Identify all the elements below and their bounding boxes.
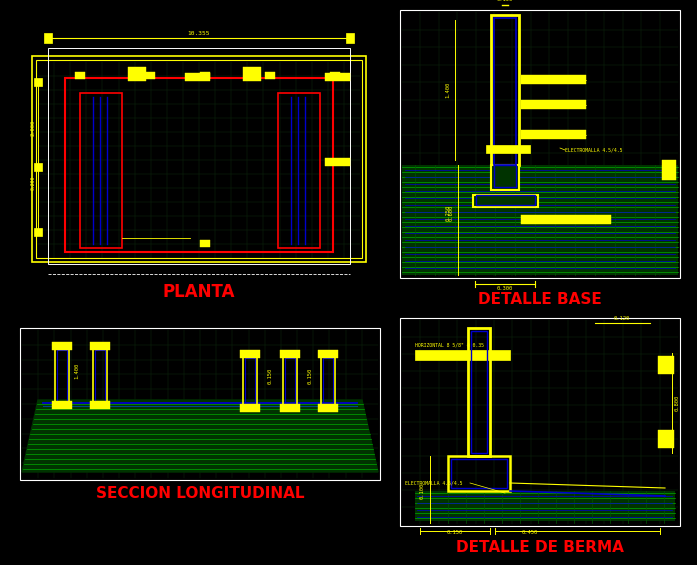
- Bar: [80, 93, 122, 248]
- Bar: [521, 100, 586, 109]
- Bar: [280, 404, 300, 412]
- Bar: [200, 240, 210, 247]
- Bar: [44, 33, 52, 43]
- Bar: [65, 78, 333, 252]
- Bar: [658, 430, 674, 448]
- Bar: [36, 60, 362, 258]
- Bar: [400, 10, 680, 278]
- Bar: [57, 350, 67, 403]
- Bar: [75, 72, 85, 79]
- Bar: [662, 160, 676, 180]
- Bar: [521, 75, 586, 84]
- Bar: [330, 72, 340, 79]
- Text: 1.400: 1.400: [445, 82, 450, 98]
- Bar: [200, 72, 210, 79]
- Bar: [95, 350, 105, 403]
- Bar: [278, 93, 320, 248]
- Text: 0.150: 0.150: [307, 368, 312, 384]
- Text: 0.100: 0.100: [420, 483, 425, 499]
- Text: DETALLE BASE: DETALLE BASE: [478, 292, 602, 307]
- Text: 0.150: 0.150: [497, 0, 513, 2]
- Bar: [283, 356, 297, 408]
- Bar: [34, 228, 42, 236]
- Bar: [318, 350, 338, 358]
- Polygon shape: [22, 400, 378, 472]
- Text: HORIZONTAL 8 5/8" @ 0.35: HORIZONTAL 8 5/8" @ 0.35: [415, 342, 484, 347]
- Bar: [448, 456, 510, 491]
- Text: 0.800: 0.800: [675, 395, 680, 411]
- Bar: [521, 215, 611, 224]
- Bar: [323, 358, 333, 406]
- Text: PLANTA: PLANTA: [163, 283, 236, 301]
- Bar: [240, 404, 260, 412]
- Text: 0.450: 0.450: [522, 530, 538, 535]
- Bar: [34, 78, 42, 86]
- Bar: [521, 130, 586, 139]
- Bar: [245, 358, 255, 406]
- Text: 1.400: 1.400: [75, 363, 79, 379]
- Text: DETALLE DE BERMA: DETALLE DE BERMA: [456, 540, 624, 555]
- Text: 0.600: 0.600: [448, 205, 454, 221]
- Bar: [52, 342, 72, 350]
- Bar: [90, 401, 110, 409]
- Bar: [90, 342, 110, 350]
- Bar: [415, 491, 675, 521]
- Bar: [243, 67, 261, 81]
- Bar: [20, 328, 380, 480]
- Bar: [400, 318, 680, 526]
- Bar: [93, 348, 107, 405]
- Bar: [491, 165, 519, 190]
- Bar: [318, 404, 338, 412]
- Bar: [265, 72, 275, 79]
- Text: SECCION LONGITUDINAL: SECCION LONGITUDINAL: [95, 486, 305, 501]
- Bar: [32, 56, 366, 262]
- Bar: [285, 358, 295, 406]
- Bar: [55, 348, 69, 405]
- Text: 0.150: 0.150: [447, 530, 463, 535]
- Text: 0.300: 0.300: [497, 286, 513, 291]
- Bar: [325, 158, 350, 166]
- Bar: [494, 18, 516, 165]
- Bar: [185, 73, 210, 81]
- Bar: [486, 145, 530, 153]
- Bar: [325, 73, 350, 81]
- Bar: [476, 195, 535, 205]
- Bar: [451, 459, 507, 488]
- Bar: [471, 331, 487, 453]
- Bar: [494, 165, 516, 187]
- Bar: [658, 356, 674, 374]
- Bar: [128, 67, 146, 81]
- Bar: [240, 350, 260, 358]
- Bar: [402, 165, 678, 275]
- Text: ELECTROMALLA 4.5/4.5: ELECTROMALLA 4.5/4.5: [405, 480, 463, 485]
- Bar: [145, 72, 155, 79]
- Text: ELECTROMALLA 4.5/4.5: ELECTROMALLA 4.5/4.5: [565, 147, 622, 153]
- Text: 0.150: 0.150: [268, 368, 273, 384]
- Text: 0.200: 0.200: [31, 176, 36, 190]
- Bar: [415, 350, 510, 360]
- Bar: [48, 48, 350, 264]
- Bar: [473, 195, 538, 207]
- Text: 2.000: 2.000: [31, 120, 36, 136]
- Bar: [491, 15, 519, 165]
- Bar: [34, 163, 42, 171]
- Text: 0.120: 0.120: [614, 316, 630, 321]
- Bar: [280, 350, 300, 358]
- Bar: [52, 401, 72, 409]
- Bar: [346, 33, 354, 43]
- Bar: [243, 356, 257, 408]
- Bar: [321, 356, 335, 408]
- Bar: [468, 328, 490, 456]
- Text: 0.250: 0.250: [445, 205, 450, 221]
- Text: 10.355: 10.355: [187, 31, 210, 36]
